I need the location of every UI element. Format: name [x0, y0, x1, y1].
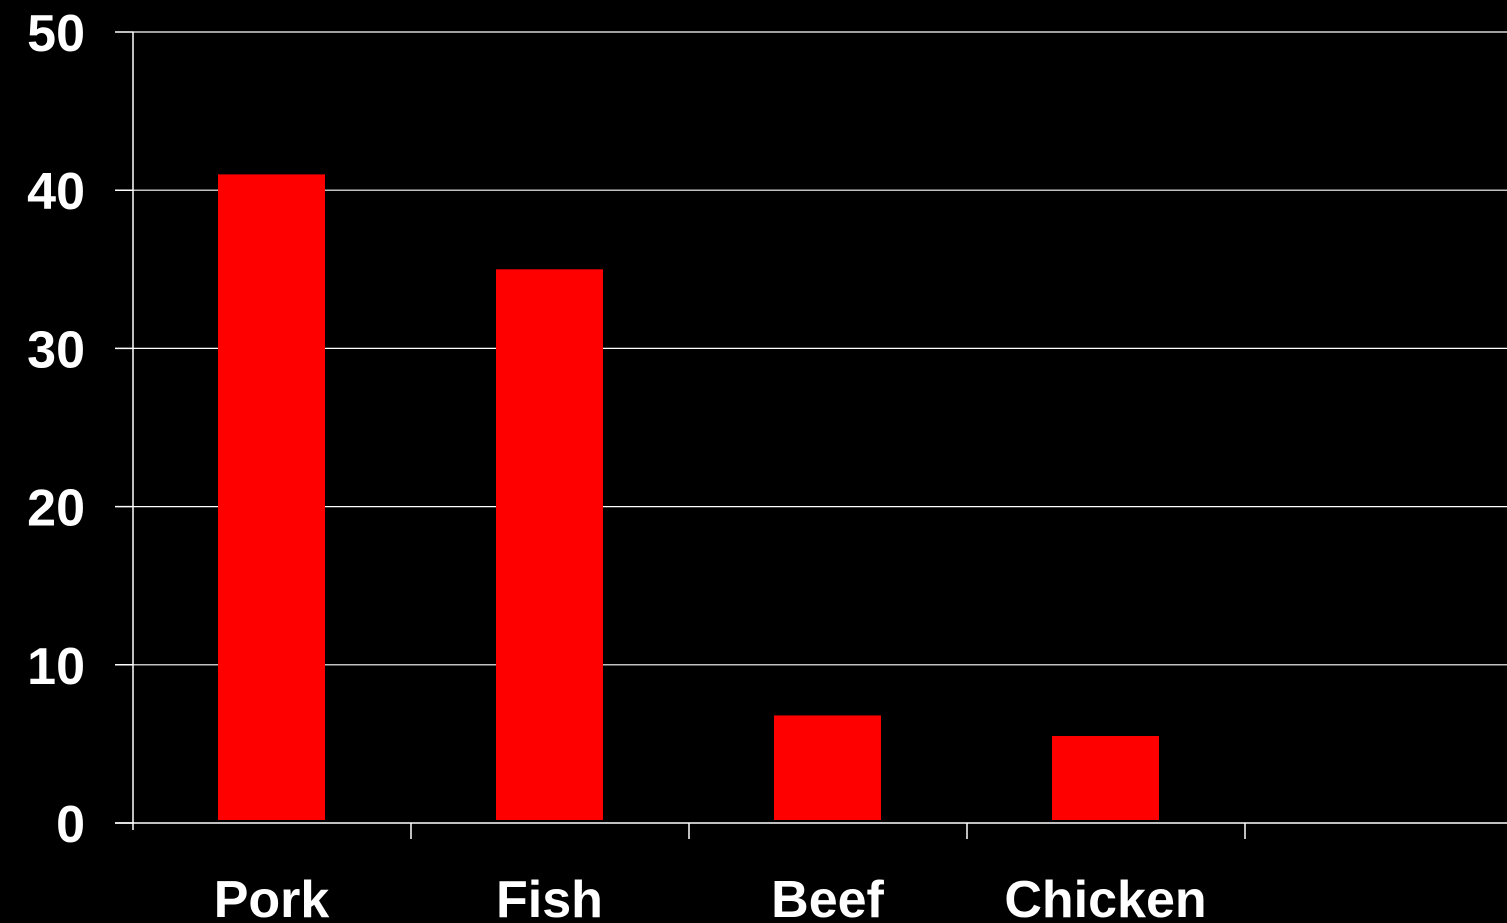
y-tick-label: 0 [56, 796, 85, 854]
y-tick-label: 10 [27, 638, 85, 696]
x-category-label: Chicken [1004, 871, 1206, 923]
gridlines [133, 31, 1507, 666]
x-category-label: Fish [496, 871, 603, 923]
bar-beef [774, 715, 881, 820]
y-tick-label: 30 [27, 321, 85, 379]
axes [115, 31, 1507, 839]
labels: 0 10 20 30 40 50 Pork Fish Beef Chicken [27, 5, 1206, 923]
bars [218, 174, 1159, 820]
x-category-label: Pork [214, 871, 330, 923]
bar-fish [496, 269, 603, 820]
bar-chicken [1052, 735, 1159, 820]
x-category-label: Beef [771, 871, 884, 923]
bar-pork [218, 174, 325, 820]
y-tick-label: 40 [27, 163, 85, 221]
y-tick-label: 20 [27, 480, 85, 538]
y-tick-label: 50 [27, 5, 85, 63]
